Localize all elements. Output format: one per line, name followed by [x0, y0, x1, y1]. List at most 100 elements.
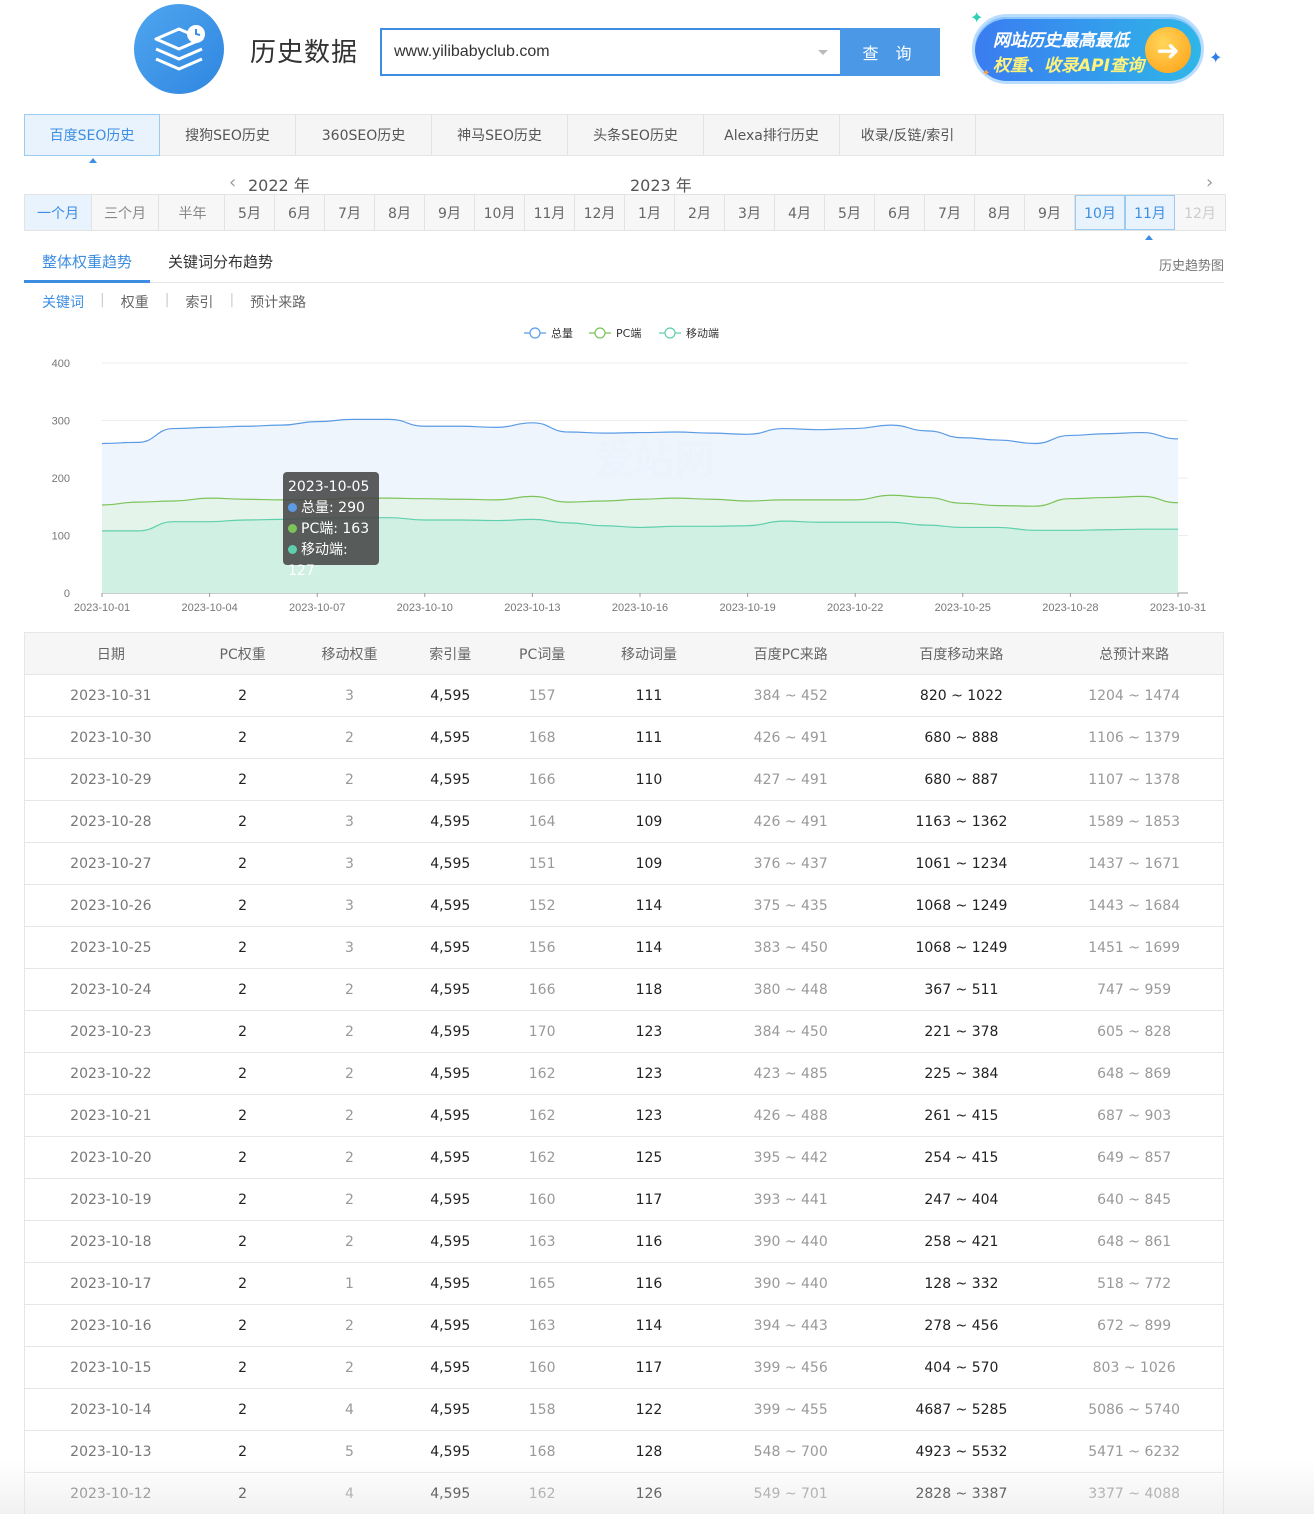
table-cell: 747 ~ 959 — [1097, 981, 1172, 998]
table-cell: 4 — [345, 1485, 354, 1502]
history-chart-link[interactable]: 历史趋势图 — [1158, 259, 1224, 274]
page-title: 历史数据 — [250, 38, 359, 68]
table-cell: 1589 ~ 1853 — [1088, 813, 1181, 830]
table-cell: 3377 ~ 4088 — [1088, 1485, 1181, 1502]
table-cell: 254 ~ 415 — [924, 1149, 999, 1166]
trend-chart[interactable]: 0100200300400爱站网2023-10-012023-10-042023… — [24, 318, 1214, 623]
month-item[interactable]: 9月 — [425, 195, 475, 230]
table-cell: 687 ~ 903 — [1097, 1107, 1172, 1124]
table-cell: 114 — [635, 1317, 663, 1334]
history-logo-icon — [134, 4, 224, 94]
tab-360-seo[interactable]: 360SEO历史 — [296, 115, 432, 155]
divider: | — [164, 292, 170, 308]
table-cell: 4,595 — [430, 729, 471, 746]
table-cell: 2 — [345, 1359, 354, 1376]
table-cell: 427 ~ 491 — [753, 771, 828, 788]
table-cell: 160 — [528, 1191, 556, 1208]
month-item[interactable]: 8月 — [375, 195, 425, 230]
month-item[interactable]: 8月 — [975, 195, 1025, 230]
range-three-months[interactable]: 三个月 — [92, 195, 159, 230]
table-cell: 2 — [345, 1191, 354, 1208]
month-item[interactable]: 7月 — [325, 195, 375, 230]
table-cell: 375 ~ 435 — [753, 897, 828, 914]
month-item-selected[interactable]: 11月 — [1125, 195, 1175, 230]
table-row: 2023-10-12 2 4 4,595 162 126 549 ~ 701 2828 ~ 3… — [25, 1473, 1223, 1514]
month-item[interactable]: 7月 — [925, 195, 975, 230]
table-cell: 111 — [635, 687, 663, 704]
table-cell: 2023-10-15 — [70, 1359, 152, 1376]
month-item[interactable]: 6月 — [275, 195, 325, 230]
range-one-month[interactable]: 一个月 — [25, 195, 92, 230]
month-item[interactable]: 1月 — [625, 195, 675, 230]
table-cell: 118 — [635, 981, 663, 998]
search-input-wrapper[interactable] — [380, 28, 840, 76]
search-button[interactable]: 查 询 — [840, 28, 940, 76]
table-cell: 4,595 — [430, 855, 471, 872]
tab-keyword-distribution[interactable]: 关键词分布趋势 — [168, 253, 274, 271]
table-cell: 123 — [635, 1065, 663, 1082]
tab-toutiao-seo[interactable]: 头条SEO历史 — [568, 115, 704, 155]
table-cell: 4,595 — [430, 981, 471, 998]
table-cell: 151 — [528, 855, 556, 872]
month-item[interactable]: 6月 — [875, 195, 925, 230]
tab-shenma-seo[interactable]: 神马SEO历史 — [432, 115, 568, 155]
table-row: 2023-10-14 2 4 4,595 158 122 399 ~ 455 4687 ~ 5… — [25, 1389, 1223, 1431]
table-cell: 247 ~ 404 — [924, 1191, 999, 1208]
series-line-0 — [101, 418, 1179, 445]
table-cell: 123 — [635, 1023, 663, 1040]
arrow-right-icon: ➜ — [1145, 27, 1191, 73]
tab-index-links[interactable]: 收录/反链/索引 — [840, 115, 976, 155]
month-item[interactable]: 11月 — [525, 195, 575, 230]
table-cell: 2 — [238, 897, 248, 914]
table-cell: 383 ~ 450 — [753, 939, 828, 956]
tab-sogou-seo[interactable]: 搜狗SEO历史 — [160, 115, 296, 155]
metric-tabs: 关键词 | 权重 | 索引 | 预计来路 — [42, 292, 306, 312]
metric-index[interactable]: 索引 — [185, 295, 214, 311]
y-tick-label: 100 — [52, 531, 70, 543]
chevron-left-icon[interactable]: ‹ — [229, 172, 237, 193]
month-item[interactable]: 9月 — [1025, 195, 1075, 230]
table-cell: 4,595 — [430, 1191, 471, 1208]
table-cell: 258 ~ 421 — [924, 1233, 999, 1250]
search-input[interactable] — [394, 43, 794, 61]
table-cell: 2 — [238, 855, 248, 872]
year-label-2023: 2023 年 — [630, 176, 692, 195]
month-item[interactable]: 5月 — [225, 195, 275, 230]
metric-keywords[interactable]: 关键词 — [42, 295, 84, 311]
table-cell: 399 ~ 455 — [753, 1401, 828, 1418]
month-item[interactable]: 10月 — [475, 195, 525, 230]
table-row: 2023-10-24 2 2 4,595 166 118 380 ~ 448 367 ~ 51… — [25, 969, 1223, 1011]
x-tick-label: 2023-10-13 — [504, 602, 560, 614]
month-item[interactable]: 3月 — [725, 195, 775, 230]
dropdown-caret-icon[interactable] — [818, 50, 828, 55]
api-promo-banner[interactable]: 网站历史最高最低 权重、收录API查询 ➜ — [972, 14, 1204, 84]
table-cell: 390 ~ 440 — [753, 1233, 828, 1250]
month-item[interactable]: 2月 — [675, 195, 725, 230]
tab-baidu-seo[interactable]: 百度SEO历史 — [24, 114, 160, 156]
table-cell: 649 ~ 857 — [1097, 1149, 1172, 1166]
month-item[interactable]: 4月 — [775, 195, 825, 230]
chevron-right-icon[interactable]: › — [1206, 172, 1214, 193]
table-cell: 125 — [635, 1149, 663, 1166]
metric-weight[interactable]: 权重 — [120, 295, 149, 311]
legend-marker — [594, 327, 606, 339]
table-cell: 3 — [345, 897, 354, 914]
table-cell: 1068 ~ 1249 — [915, 939, 1008, 956]
table-cell: 168 — [528, 1443, 556, 1460]
month-item[interactable]: 5月 — [825, 195, 875, 230]
y-tick-label: 400 — [52, 358, 70, 370]
table-row: 2023-10-18 2 2 4,595 163 116 390 ~ 440 258 ~ 42… — [25, 1221, 1223, 1263]
table-cell: 393 ~ 441 — [753, 1191, 828, 1208]
range-half-year[interactable]: 半年 — [159, 195, 226, 230]
table-cell: 1 — [345, 1275, 354, 1292]
table-cell: 2 — [238, 771, 248, 788]
metric-traffic[interactable]: 预计来路 — [250, 295, 307, 311]
month-item[interactable]: 12月 — [575, 195, 625, 230]
month-item-selected[interactable]: 10月 — [1075, 195, 1125, 230]
tab-alexa[interactable]: Alexa排行历史 — [704, 115, 840, 155]
chart-tabs: 整体权重趋势 关键词分布趋势 历史趋势图 — [24, 240, 1224, 283]
table-cell: 4,595 — [430, 1275, 471, 1292]
tab-overall-trend[interactable]: 整体权重趋势 — [42, 253, 133, 271]
table-cell: 111 — [635, 729, 663, 746]
table-header-row: 日期 PC权重 移动权重 索引量 PC词量 移动词量 百度PC来路 百度移动来路… — [25, 633, 1223, 675]
